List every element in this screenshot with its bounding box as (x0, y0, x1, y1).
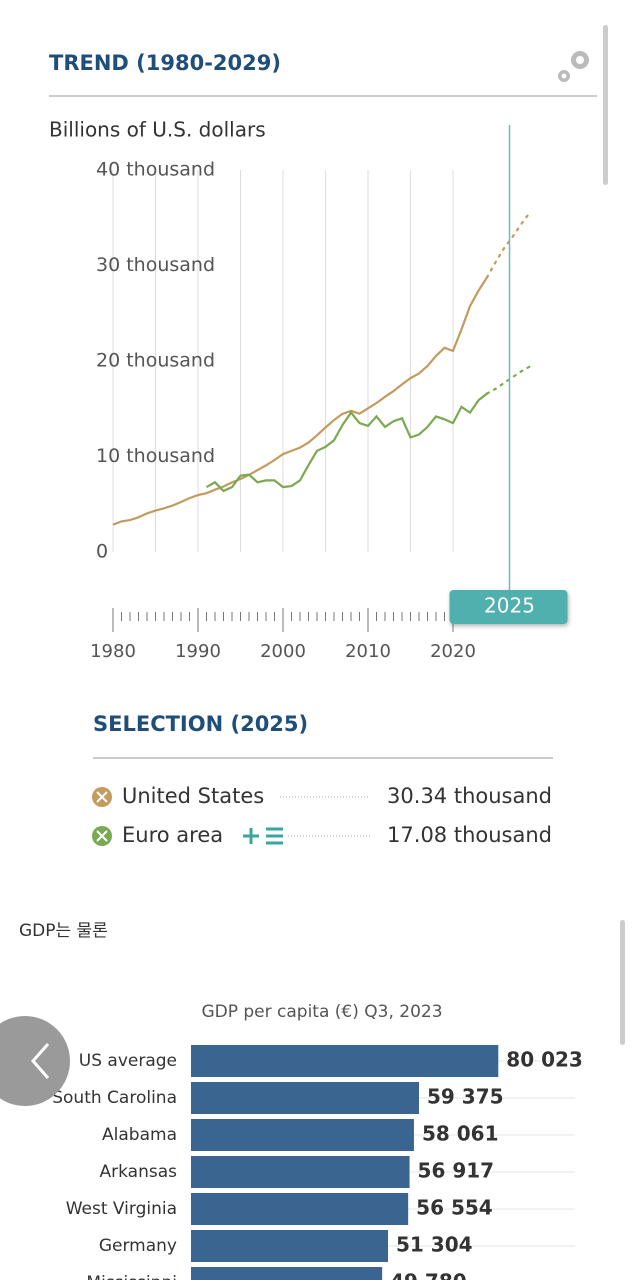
series-line (112, 276, 488, 526)
bar (191, 1082, 419, 1114)
caption: GDP는 물론 (19, 921, 108, 941)
series-line (205, 392, 488, 493)
x-tick-label: 2000 (260, 641, 306, 662)
legend-icon-cross (96, 791, 108, 803)
scrollbar (603, 25, 608, 185)
bar-chart: US average 80 023 South Carolina 59 375 Alab… (52, 1045, 583, 1280)
x-tick-label: 2020 (430, 641, 476, 662)
category-label: West Virginia (66, 1199, 177, 1219)
value-label: 51 304 (396, 1233, 473, 1257)
bar (191, 1156, 410, 1188)
bar (191, 1230, 389, 1262)
y-tick-label: 10 thousand (96, 445, 215, 467)
value-label: 56 917 (418, 1159, 495, 1183)
category-label: Arkansas (100, 1162, 178, 1182)
y-tick-label: 40 thousand (96, 159, 215, 181)
selected-value: 17.08 thousand (387, 823, 552, 847)
scrollbar (620, 920, 625, 1045)
category-label: Alabama (102, 1125, 177, 1145)
add-icon[interactable] (243, 827, 283, 845)
selection-badge (449, 590, 568, 624)
value-label: 80 023 (506, 1048, 583, 1072)
x-tick-label: 1990 (175, 641, 221, 662)
y-tick-label: 0 (96, 541, 108, 563)
y-tick-label: 30 thousand (96, 254, 215, 276)
bar (191, 1045, 499, 1077)
selected-value: 30.34 thousand (387, 784, 552, 808)
selection-badge-label: 2025 (484, 594, 535, 618)
legend-label: Euro area (122, 823, 223, 847)
bar (191, 1193, 409, 1225)
bar (191, 1119, 414, 1151)
chart-title: GDP per capita (€) Q3, 2023 (201, 1002, 442, 1022)
legend-label: United States (122, 784, 264, 808)
y-axis-label: Billions of U.S. dollars (49, 118, 266, 142)
selection-title: SELECTION (2025) (93, 712, 308, 736)
value-label: 56 554 (416, 1196, 493, 1220)
settings-icon[interactable] (558, 51, 589, 82)
category-label: Germany (99, 1236, 177, 1256)
value-label: 58 061 (422, 1122, 499, 1146)
category-label: South Carolina (52, 1088, 177, 1108)
legend-icon-cross (96, 830, 108, 842)
category-label: Mississippi (86, 1273, 177, 1280)
category-label: US average (79, 1051, 177, 1071)
projection-line (485, 211, 531, 279)
chart-title: TREND (1980-2029) (49, 51, 281, 75)
back-button[interactable] (0, 1016, 70, 1106)
projection-line (485, 365, 531, 395)
y-tick-label: 20 thousand (96, 350, 215, 372)
bar (191, 1267, 383, 1280)
x-tick-label: 2010 (345, 641, 391, 662)
value-label: 49 780 (390, 1270, 467, 1280)
x-tick-label: 1980 (90, 641, 136, 662)
value-label: 59 375 (427, 1085, 504, 1109)
